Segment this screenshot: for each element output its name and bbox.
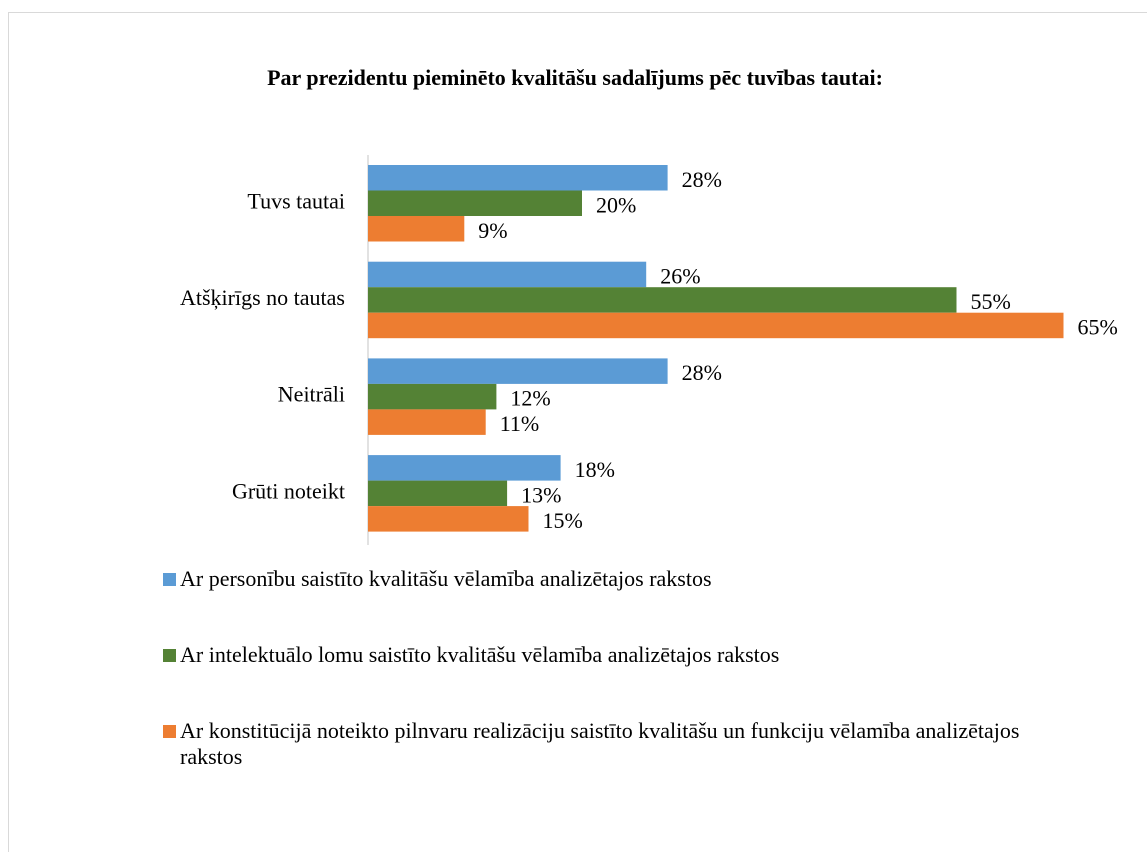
category-label: Tuvs tautai <box>247 188 345 213</box>
data-label: 28% <box>682 360 722 385</box>
chart-title: Par prezidentu pieminēto kvalitāšu sadal… <box>267 65 883 90</box>
legend-item: Ar personību saistīto kvalitāšu vēlamība… <box>160 566 1040 592</box>
legend-label: Ar konstitūcijā noteikto pilnvaru realiz… <box>180 718 1020 769</box>
chart-frame <box>8 12 1147 852</box>
data-label: 55% <box>971 289 1011 314</box>
data-label: 20% <box>596 192 636 217</box>
data-label: 15% <box>543 508 583 533</box>
legend-swatch <box>163 725 176 738</box>
legend-label: Ar personību saistīto kvalitāšu vēlamība… <box>180 566 712 591</box>
bar <box>368 261 647 288</box>
bar <box>368 409 486 435</box>
data-label: 65% <box>1078 314 1118 339</box>
data-label: 13% <box>521 482 561 507</box>
legend: Ar personību saistīto kvalitāšu vēlamība… <box>160 566 1040 820</box>
legend-item: Ar konstitūcijā noteikto pilnvaru realiz… <box>160 718 1040 770</box>
bar <box>368 287 957 313</box>
data-label: 11% <box>500 411 540 436</box>
bar <box>368 383 497 410</box>
data-label: 28% <box>682 167 722 192</box>
bar <box>368 312 1064 339</box>
data-label: 12% <box>510 386 550 411</box>
category-label: Neitrāli <box>278 382 345 407</box>
bar <box>368 455 561 481</box>
bar <box>368 165 668 191</box>
bar <box>368 216 465 242</box>
legend-item: Ar intelektuālo lomu saistīto kvalitāšu … <box>160 642 1040 668</box>
data-label: 26% <box>660 263 700 288</box>
category-label: Atšķirīgs no tautas <box>180 285 345 310</box>
data-label: 18% <box>575 457 615 482</box>
bar <box>368 190 582 216</box>
legend-label: Ar intelektuālo lomu saistīto kvalitāšu … <box>180 642 780 667</box>
legend-swatch <box>163 573 176 586</box>
bar <box>368 506 529 532</box>
data-label: 9% <box>478 218 507 243</box>
bar <box>368 480 508 507</box>
category-label: Grūti noteikt <box>232 478 345 503</box>
bar <box>368 358 668 384</box>
legend-swatch <box>163 649 176 662</box>
